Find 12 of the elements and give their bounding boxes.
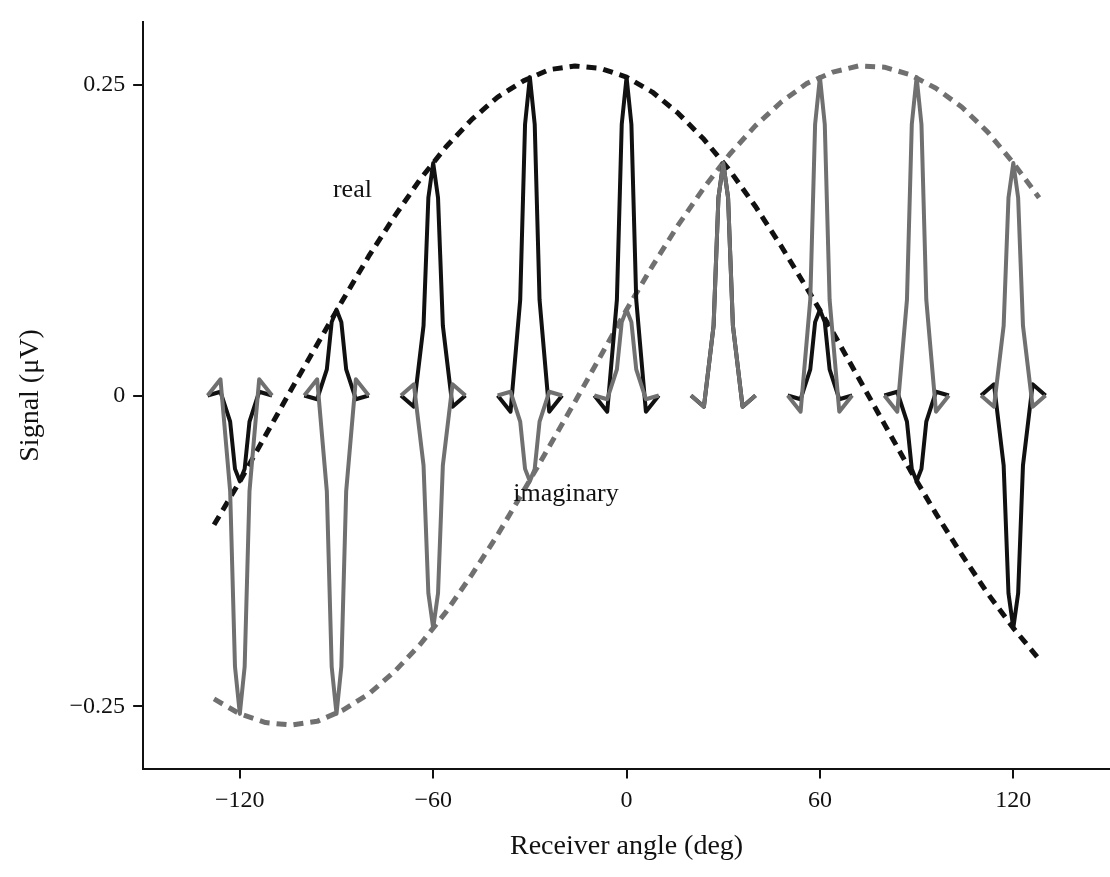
x-tick-label: −60 <box>414 786 452 813</box>
y-tick-label: −0.25 <box>69 691 126 718</box>
y-axis-title: Signal (μV) <box>13 329 45 462</box>
x-axis-title: Receiver angle (deg) <box>509 828 744 860</box>
series-label: imaginary <box>513 478 619 508</box>
x-tick-label: 60 <box>807 786 832 813</box>
x-tick-label: 0 <box>620 786 633 813</box>
y-tick-label: 0.25 <box>83 69 126 96</box>
series-label: real <box>332 173 372 203</box>
y-tick-label: 0 <box>113 380 126 407</box>
x-tick-label: −120 <box>215 786 265 813</box>
x-tick-label: 120 <box>995 786 1032 813</box>
